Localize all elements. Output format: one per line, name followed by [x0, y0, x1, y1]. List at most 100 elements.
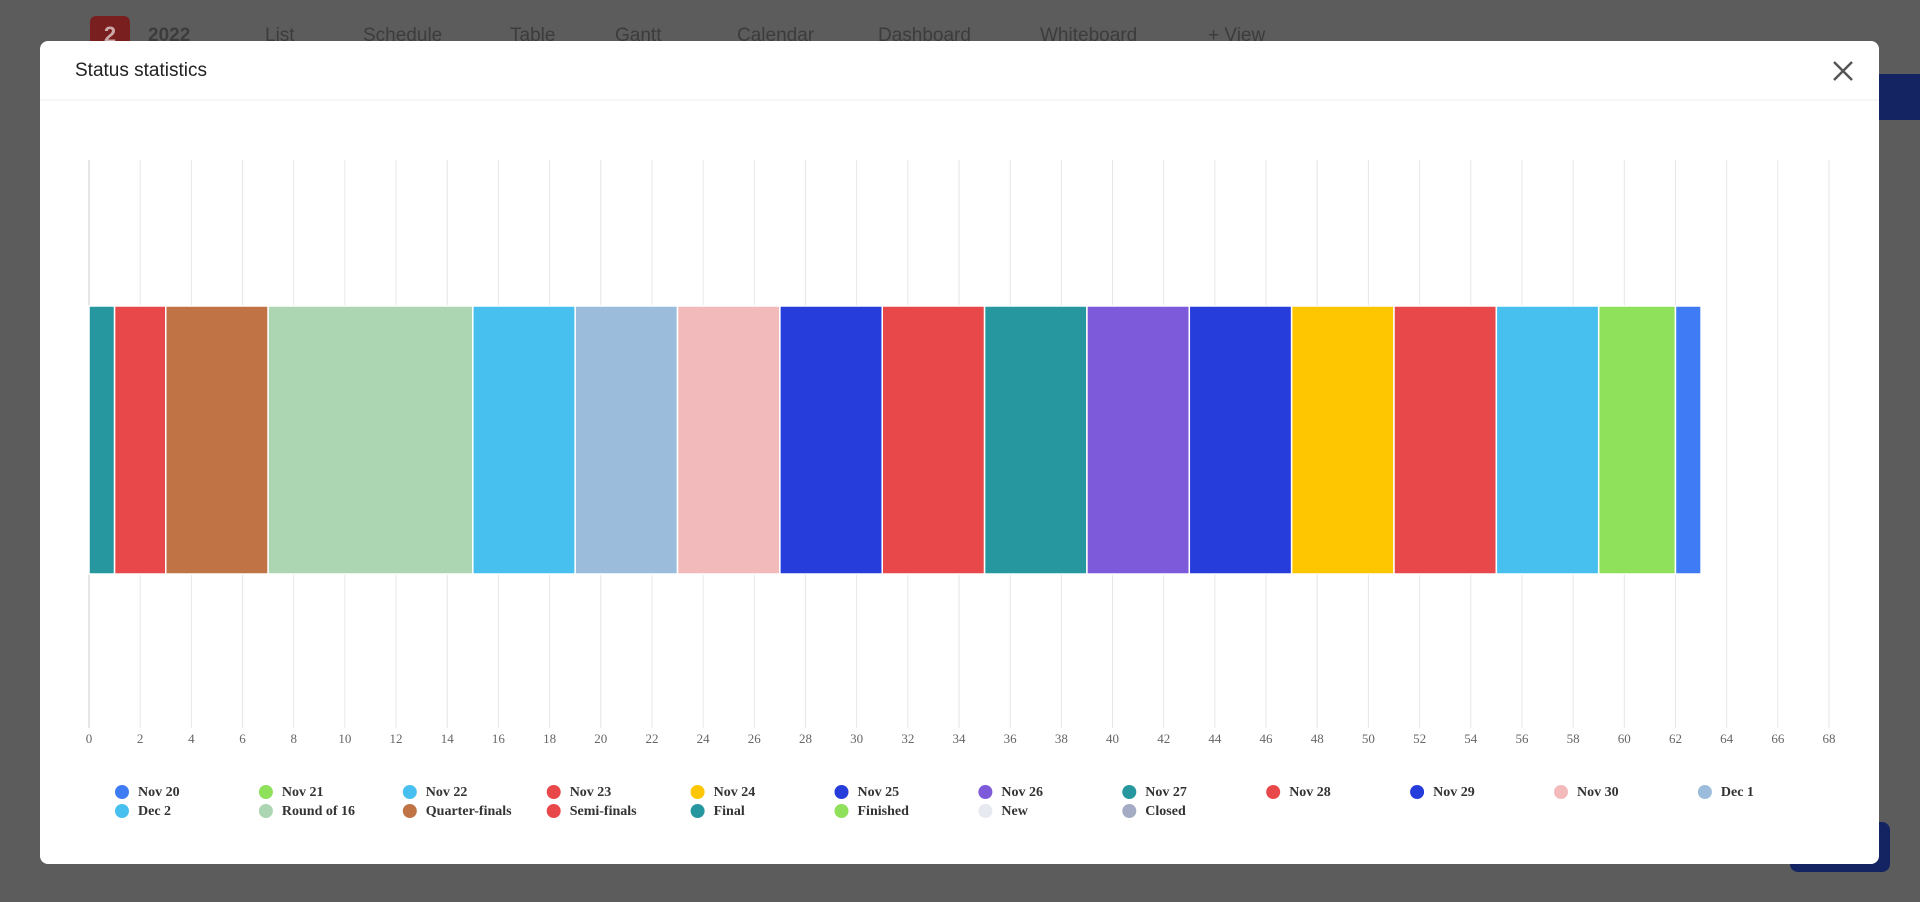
legend-label[interactable]: Nov 30 [1577, 785, 1619, 800]
view-tab[interactable]: + View [1208, 25, 1265, 46]
legend-swatch [1554, 785, 1568, 799]
legend-swatch [402, 785, 417, 799]
x-tick-label: 34 [953, 731, 967, 746]
x-tick-label: 22 [645, 731, 658, 746]
x-tick-label: 50 [1362, 731, 1375, 746]
x-tick-label: 44 [1208, 731, 1222, 746]
modal-title: Status statistics [75, 60, 207, 81]
bar-segment [88, 305, 116, 575]
x-tick-label: 0 [86, 731, 93, 746]
x-tick-label: 68 [1823, 731, 1836, 746]
badge-text: 2 [104, 22, 116, 47]
legend-label[interactable]: Dec 2 [138, 804, 171, 819]
legend-label[interactable]: Nov 29 [1433, 785, 1475, 800]
x-tick-label: 28 [799, 731, 812, 746]
legend-swatch [546, 804, 561, 818]
bar-segment [1290, 305, 1395, 575]
legend-label[interactable]: Nov 23 [570, 785, 612, 800]
legend-label[interactable]: Finished [858, 804, 910, 819]
view-tab[interactable]: Schedule [363, 25, 442, 46]
x-tick-label: 10 [338, 731, 351, 746]
legend-label[interactable]: Dec 1 [1721, 785, 1754, 800]
x-tick-label: 30 [850, 731, 863, 746]
view-tab[interactable]: Whiteboard [1040, 25, 1137, 46]
legend-label[interactable]: New [1001, 804, 1028, 819]
x-tick-label: 14 [441, 731, 455, 746]
bar-segment [574, 305, 679, 575]
legend-label[interactable]: Nov 28 [1289, 785, 1331, 800]
bar-segment [779, 305, 883, 575]
view-tab[interactable]: Calendar [737, 25, 815, 46]
bar-segment [1674, 305, 1702, 575]
legend-swatch [834, 804, 849, 818]
legend-swatch [258, 785, 273, 799]
legend-swatch [978, 785, 993, 799]
bar-segment [113, 305, 167, 575]
legend-label[interactable]: Nov 25 [858, 785, 900, 800]
legend-swatch [115, 804, 129, 818]
view-tab[interactable]: Gantt [615, 25, 662, 46]
side-button[interactable] [1875, 74, 1920, 120]
legend-swatch [546, 785, 561, 799]
bar-segment [1597, 305, 1677, 575]
bar-segment [983, 305, 1088, 575]
close-button[interactable] [1833, 61, 1853, 81]
x-tick-label: 38 [1055, 731, 1068, 746]
view-tab[interactable]: Dashboard [878, 25, 971, 46]
x-tick-label: 24 [697, 731, 711, 746]
legend-label[interactable]: Nov 24 [714, 785, 756, 800]
legend-label[interactable]: Closed [1145, 804, 1186, 819]
x-tick-label: 52 [1413, 731, 1426, 746]
legend-swatch [978, 804, 993, 818]
x-tick-label: 62 [1669, 731, 1682, 746]
x-tick-label: 4 [188, 731, 195, 746]
legend-swatch [258, 804, 273, 818]
legend-label[interactable]: Quarter-finals [426, 804, 512, 819]
legend-label[interactable]: Final [714, 804, 745, 819]
x-tick-label: 2 [137, 731, 144, 746]
x-tick-label: 46 [1260, 731, 1274, 746]
legend-label[interactable]: Semi-finals [570, 804, 637, 819]
legend-swatch [834, 785, 849, 799]
bar-segment [1086, 305, 1191, 575]
x-tick-label: 66 [1771, 731, 1785, 746]
x-tick-label: 48 [1311, 731, 1324, 746]
legend-swatch [690, 785, 705, 799]
x-tick-label: 12 [390, 731, 403, 746]
legend-swatch [402, 804, 417, 818]
legend-swatch [1410, 785, 1425, 799]
x-tick-label: 20 [594, 731, 607, 746]
x-tick-label: 40 [1106, 731, 1119, 746]
legend-swatch [1266, 785, 1281, 799]
x-tick-label: 58 [1567, 731, 1580, 746]
x-tick-label: 36 [1004, 731, 1018, 746]
legend-label[interactable]: Nov 20 [138, 785, 180, 800]
bar-segment [1188, 305, 1293, 575]
x-tick-label: 6 [239, 731, 246, 746]
legend-label[interactable]: Round of 16 [282, 804, 355, 819]
bar-segment [1495, 305, 1600, 575]
legend-label[interactable]: Nov 22 [426, 785, 468, 800]
legend-swatch [690, 804, 705, 818]
x-tick-label: 26 [748, 731, 762, 746]
legend-label[interactable]: Nov 21 [282, 785, 324, 800]
x-tick-label: 56 [1515, 731, 1529, 746]
legend-label[interactable]: Nov 27 [1145, 785, 1187, 800]
x-tick-label: 64 [1720, 731, 1734, 746]
legend-swatch [1122, 785, 1137, 799]
bar-segment [472, 305, 576, 575]
view-tab[interactable]: Table [510, 25, 555, 46]
legend-swatch [1122, 804, 1137, 818]
x-tick-label: 8 [290, 731, 297, 746]
bar-segment [267, 305, 474, 575]
project-name[interactable]: 2022 [148, 25, 190, 46]
bar-segment [1393, 305, 1498, 575]
x-tick-label: 16 [492, 731, 506, 746]
bar-segment [676, 305, 781, 575]
x-tick-label: 32 [901, 731, 914, 746]
view-tab[interactable]: List [265, 25, 295, 46]
bar-segment [165, 305, 269, 575]
legend-label[interactable]: Nov 26 [1001, 785, 1043, 800]
